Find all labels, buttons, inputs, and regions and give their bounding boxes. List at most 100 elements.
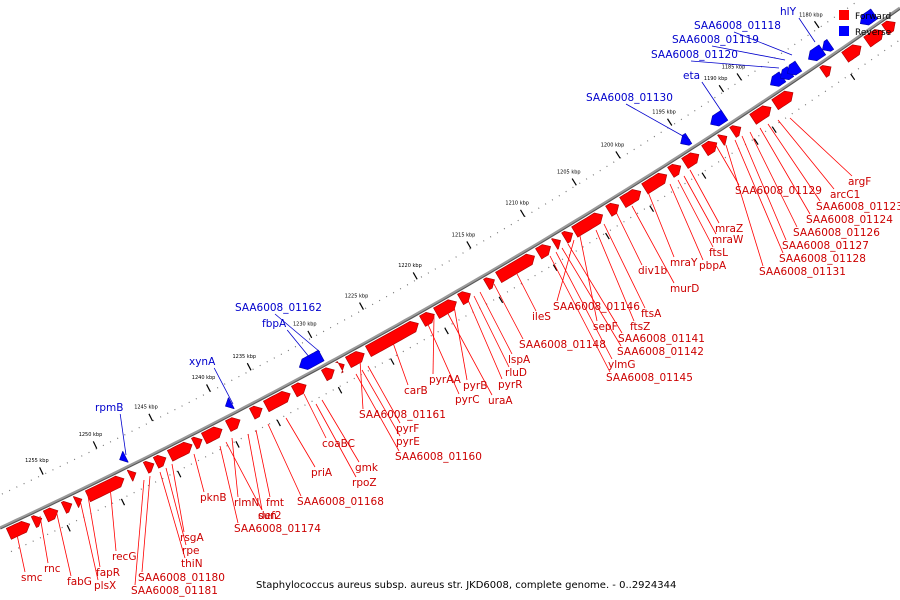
- forward-gene-arrow[interactable]: [819, 65, 832, 78]
- gene-label[interactable]: arcC1: [830, 189, 860, 201]
- gene-label[interactable]: fapR: [96, 567, 120, 579]
- gene-label[interactable]: SAA6008_01142: [617, 346, 704, 358]
- forward-gene-arrow[interactable]: [262, 390, 291, 413]
- forward-gene-arrow[interactable]: [433, 299, 457, 319]
- reverse-gene-arrow[interactable]: [710, 109, 729, 127]
- gene-label[interactable]: fmt: [266, 497, 284, 509]
- reverse-gene-arrow[interactable]: [787, 60, 803, 76]
- gene-label[interactable]: SAA6008_01130: [586, 92, 673, 104]
- forward-gene-arrow[interactable]: [320, 367, 335, 382]
- forward-gene-arrow[interactable]: [571, 212, 604, 238]
- gene-labels[interactable]: hlY SAA6008_01118 SAA6008_01119 SAA6008_011…: [21, 6, 900, 597]
- gene-label[interactable]: rnc: [44, 563, 61, 575]
- gene-label[interactable]: SAA6008_01174: [234, 523, 321, 535]
- gene-label[interactable]: SAA6008_01129: [735, 185, 822, 197]
- forward-gene-arrow[interactable]: [605, 202, 620, 217]
- gene-label[interactable]: rpmB: [95, 402, 123, 414]
- gene-label[interactable]: ftsZ: [630, 321, 650, 333]
- gene-label[interactable]: mraW: [712, 234, 744, 246]
- forward-gene-arrow[interactable]: [166, 441, 193, 462]
- forward-gene-arrow[interactable]: [42, 507, 59, 523]
- gene-label[interactable]: ftsA: [641, 308, 662, 320]
- gene-label[interactable]: rluD: [505, 367, 527, 379]
- reverse-gene-arrow[interactable]: [225, 397, 235, 410]
- gene-label[interactable]: pyrAA: [429, 374, 462, 386]
- gene-label[interactable]: rsgA: [180, 532, 204, 544]
- gene-label[interactable]: SAA6008_01131: [759, 266, 846, 278]
- forward-gene-arrow[interactable]: [841, 44, 862, 63]
- gene-label[interactable]: mraZ: [715, 223, 743, 235]
- gene-label[interactable]: SAA6008_01126: [793, 227, 880, 239]
- reverse-gene-arrow[interactable]: [822, 38, 835, 52]
- forward-gene-arrow[interactable]: [535, 244, 551, 260]
- gene-label[interactable]: argF: [848, 176, 871, 188]
- forward-gene-arrow[interactable]: [701, 140, 718, 157]
- gene-label[interactable]: def2: [258, 510, 282, 522]
- gene-label[interactable]: SAA6008_01124: [806, 214, 893, 226]
- gene-label[interactable]: pyrC: [455, 394, 480, 406]
- gene-label[interactable]: pyrR: [498, 379, 523, 391]
- gene-label[interactable]: SAA6008_01118: [694, 20, 781, 32]
- forward-gene-arrow[interactable]: [495, 253, 535, 284]
- gene-label[interactable]: SAA6008_01146: [553, 301, 640, 313]
- gene-label[interactable]: ylmG: [608, 359, 636, 371]
- reverse-gene-arrow[interactable]: [859, 8, 879, 26]
- forward-gene-arrow[interactable]: [881, 20, 896, 35]
- reverse-gene-arrow[interactable]: [119, 451, 129, 463]
- forward-gene-arrow[interactable]: [84, 475, 125, 503]
- gene-label[interactable]: SAA6008_01161: [359, 409, 446, 421]
- forward-gene-arrow[interactable]: [729, 125, 742, 138]
- forward-gene-arrow[interactable]: [30, 515, 43, 528]
- gene-label[interactable]: SAA6008_01181: [131, 585, 218, 597]
- forward-gene-arrow[interactable]: [5, 520, 31, 540]
- forward-gene-arrow[interactable]: [190, 436, 203, 450]
- forward-gene-arrow[interactable]: [344, 351, 365, 369]
- forward-gene-arrow[interactable]: [561, 230, 574, 244]
- reverse-gene-arrow[interactable]: [808, 44, 827, 62]
- gene-label[interactable]: coaBC: [322, 438, 355, 450]
- gene-label[interactable]: SAA6008_01127: [782, 240, 869, 252]
- forward-gene-arrow[interactable]: [249, 405, 263, 420]
- gene-label[interactable]: recG: [112, 551, 136, 563]
- forward-gene-arrow[interactable]: [457, 291, 471, 306]
- forward-gene-arrow[interactable]: [641, 172, 668, 195]
- reverse-gene-arrow[interactable]: [298, 349, 325, 370]
- forward-gene-arrow[interactable]: [126, 469, 137, 482]
- gene-label[interactable]: SAA6008_01141: [618, 333, 705, 345]
- gene-label[interactable]: uraA: [488, 395, 513, 407]
- gene-label[interactable]: murD: [670, 283, 699, 295]
- gene-label[interactable]: rpoZ: [352, 477, 377, 489]
- gene-label[interactable]: gmk: [355, 462, 379, 474]
- gene-label[interactable]: SAA6008_01119: [672, 34, 759, 46]
- gene-label[interactable]: fabG: [67, 576, 92, 588]
- forward-gene-arrow[interactable]: [152, 454, 167, 469]
- gene-label[interactable]: priA: [311, 467, 333, 479]
- gene-label[interactable]: SAA6008_01162: [235, 302, 322, 314]
- forward-gene-arrow[interactable]: [717, 134, 728, 146]
- reverse-gene-arrow[interactable]: [770, 71, 787, 87]
- gene-label[interactable]: pbpA: [699, 260, 727, 272]
- forward-gene-arrow[interactable]: [681, 152, 700, 169]
- gene-label[interactable]: SAA6008_01145: [606, 372, 693, 384]
- gene-label[interactable]: ftsL: [709, 247, 728, 259]
- gene-label[interactable]: rlmN: [234, 497, 259, 509]
- gene-label[interactable]: rpe: [182, 545, 199, 557]
- gene-label[interactable]: fbpA: [262, 318, 287, 330]
- gene-label[interactable]: pknB: [200, 492, 227, 504]
- gene-label[interactable]: SAA6008_01160: [395, 451, 482, 463]
- gene-label[interactable]: xynA: [189, 356, 216, 368]
- gene-label[interactable]: sepF: [593, 321, 618, 333]
- forward-gene-arrow[interactable]: [619, 189, 642, 209]
- forward-gene-arrow[interactable]: [551, 238, 561, 250]
- forward-gene-arrow[interactable]: [200, 426, 223, 445]
- forward-gene-arrow[interactable]: [334, 361, 345, 374]
- gene-label[interactable]: pyrF: [396, 423, 419, 435]
- gene-label[interactable]: hlY: [780, 6, 797, 18]
- gene-label[interactable]: pyrE: [396, 436, 420, 448]
- reverse-gene-arrow[interactable]: [780, 66, 795, 81]
- gene-label[interactable]: lspA: [508, 354, 531, 366]
- gene-label[interactable]: smc: [21, 572, 43, 584]
- gene-label[interactable]: pyrB: [463, 380, 487, 392]
- gene-label[interactable]: carB: [404, 385, 428, 397]
- forward-gene-arrow[interactable]: [142, 460, 155, 474]
